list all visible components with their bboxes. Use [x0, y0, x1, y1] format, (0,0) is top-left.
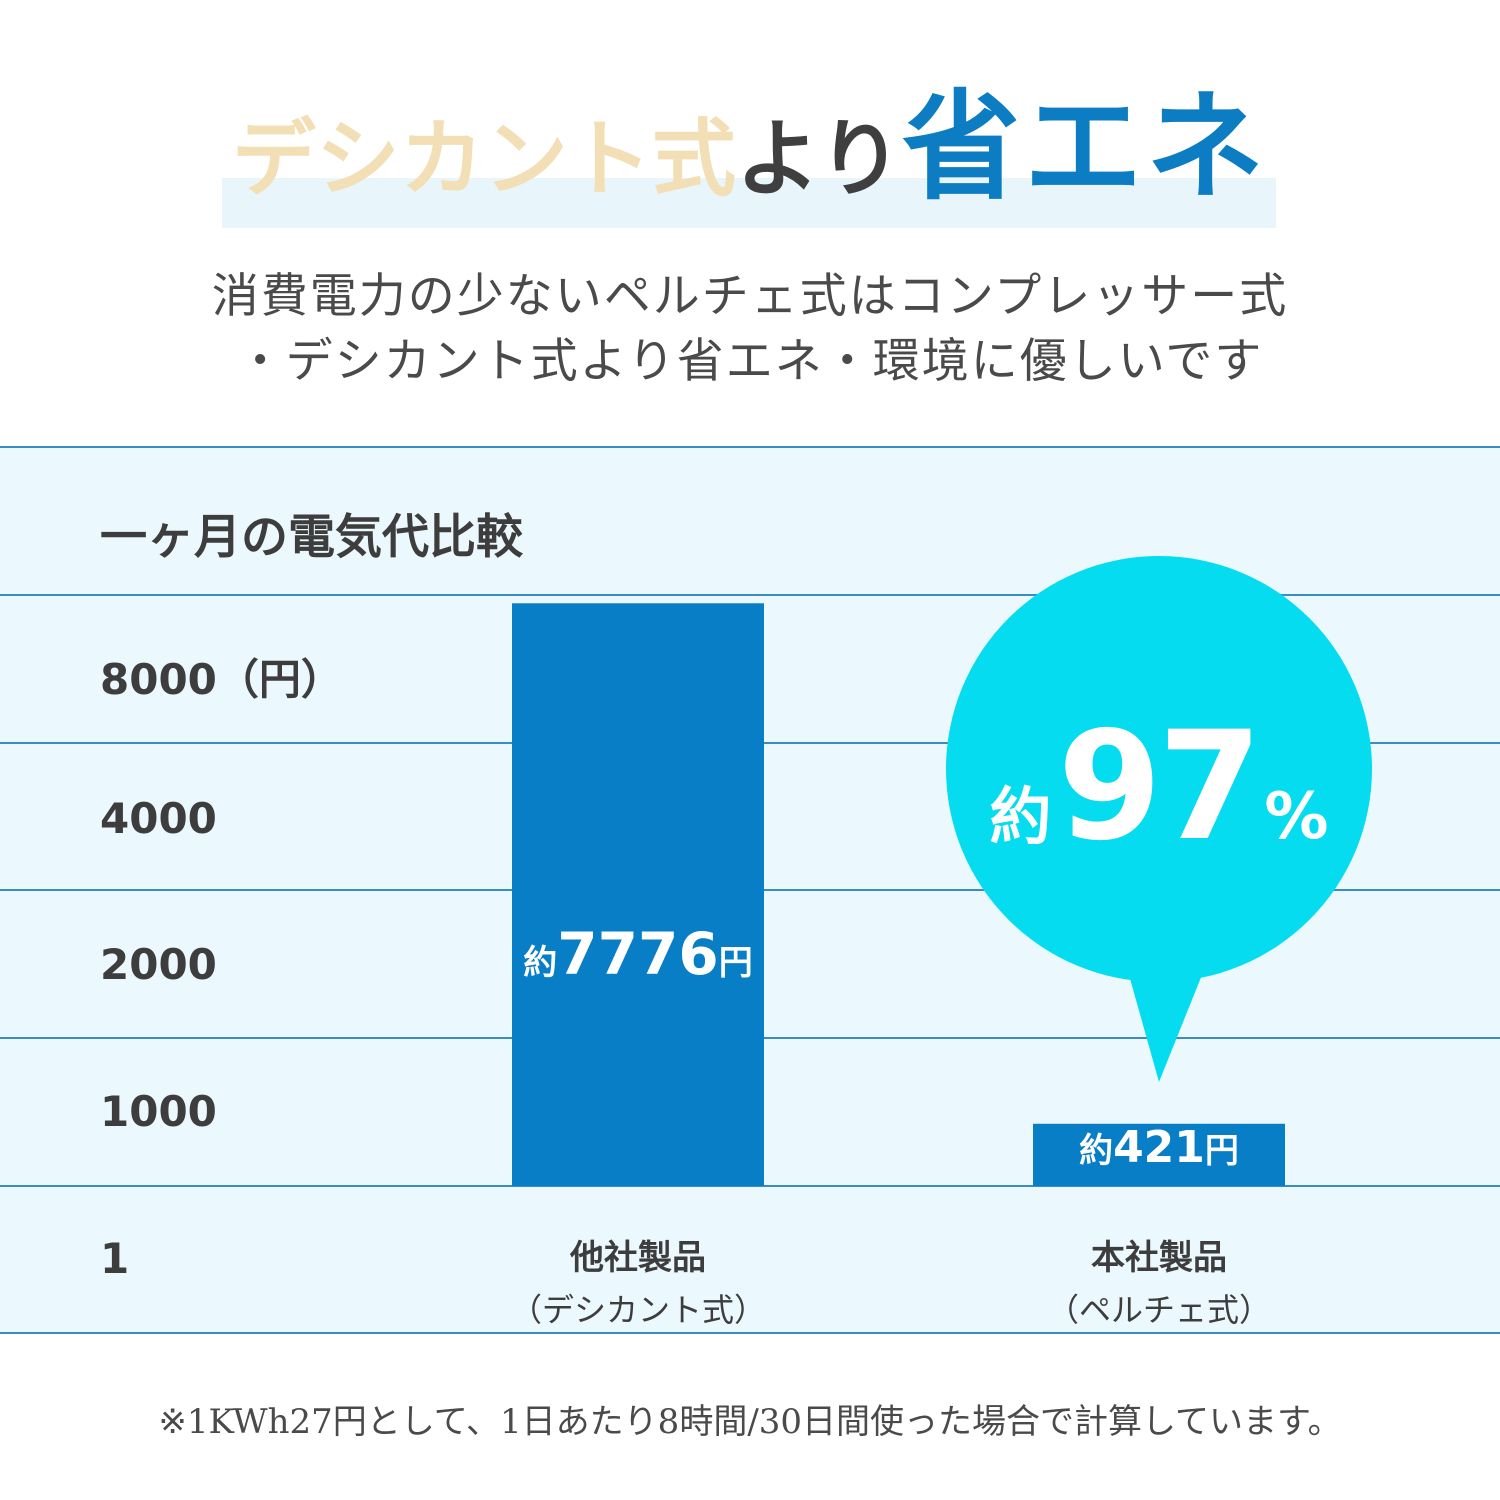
- bar: [1033, 1123, 1285, 1186]
- title-highlight: [222, 178, 1276, 228]
- title-than: より: [735, 109, 903, 208]
- footnote: ※1KWh27円として、1日あたり8時間/30日間使った場合で計算しています。: [158, 1402, 1342, 1442]
- y-tick-label: 2000: [100, 940, 217, 989]
- y-tick-label: 1000: [100, 1087, 217, 1136]
- x-category-label: 本社製品 （ペルチェ式）: [1046, 1238, 1271, 1329]
- bar: [512, 603, 764, 1186]
- chart-title: 一ヶ月の電気代比較: [100, 510, 523, 565]
- title-energy-saving: 省エネ: [902, 77, 1269, 216]
- y-tick-label: 1: [100, 1234, 130, 1283]
- subtitle-line-2: ・デシカント式より省エネ・環境に優しいです: [236, 334, 1264, 389]
- y-tick-label: 4000: [100, 794, 217, 843]
- callout-bubble: [946, 556, 1372, 982]
- x-category-label: 他社製品 （デシカント式）: [509, 1238, 766, 1329]
- page-title: デシカント式より省エネ: [0, 88, 1500, 206]
- title-desiccant: デシカント式: [231, 109, 736, 208]
- savings-callout: 約97%: [989, 700, 1329, 874]
- bar-value-label: 約421円: [1079, 1122, 1239, 1173]
- bar-value-label: 約7776円: [523, 920, 753, 988]
- callout-pointer: [1122, 950, 1212, 1082]
- y-tick-label: 8000（円）: [100, 655, 343, 704]
- subtitle-line-1: 消費電力の少ないペルチェ式はコンプレッサー式: [211, 269, 1289, 324]
